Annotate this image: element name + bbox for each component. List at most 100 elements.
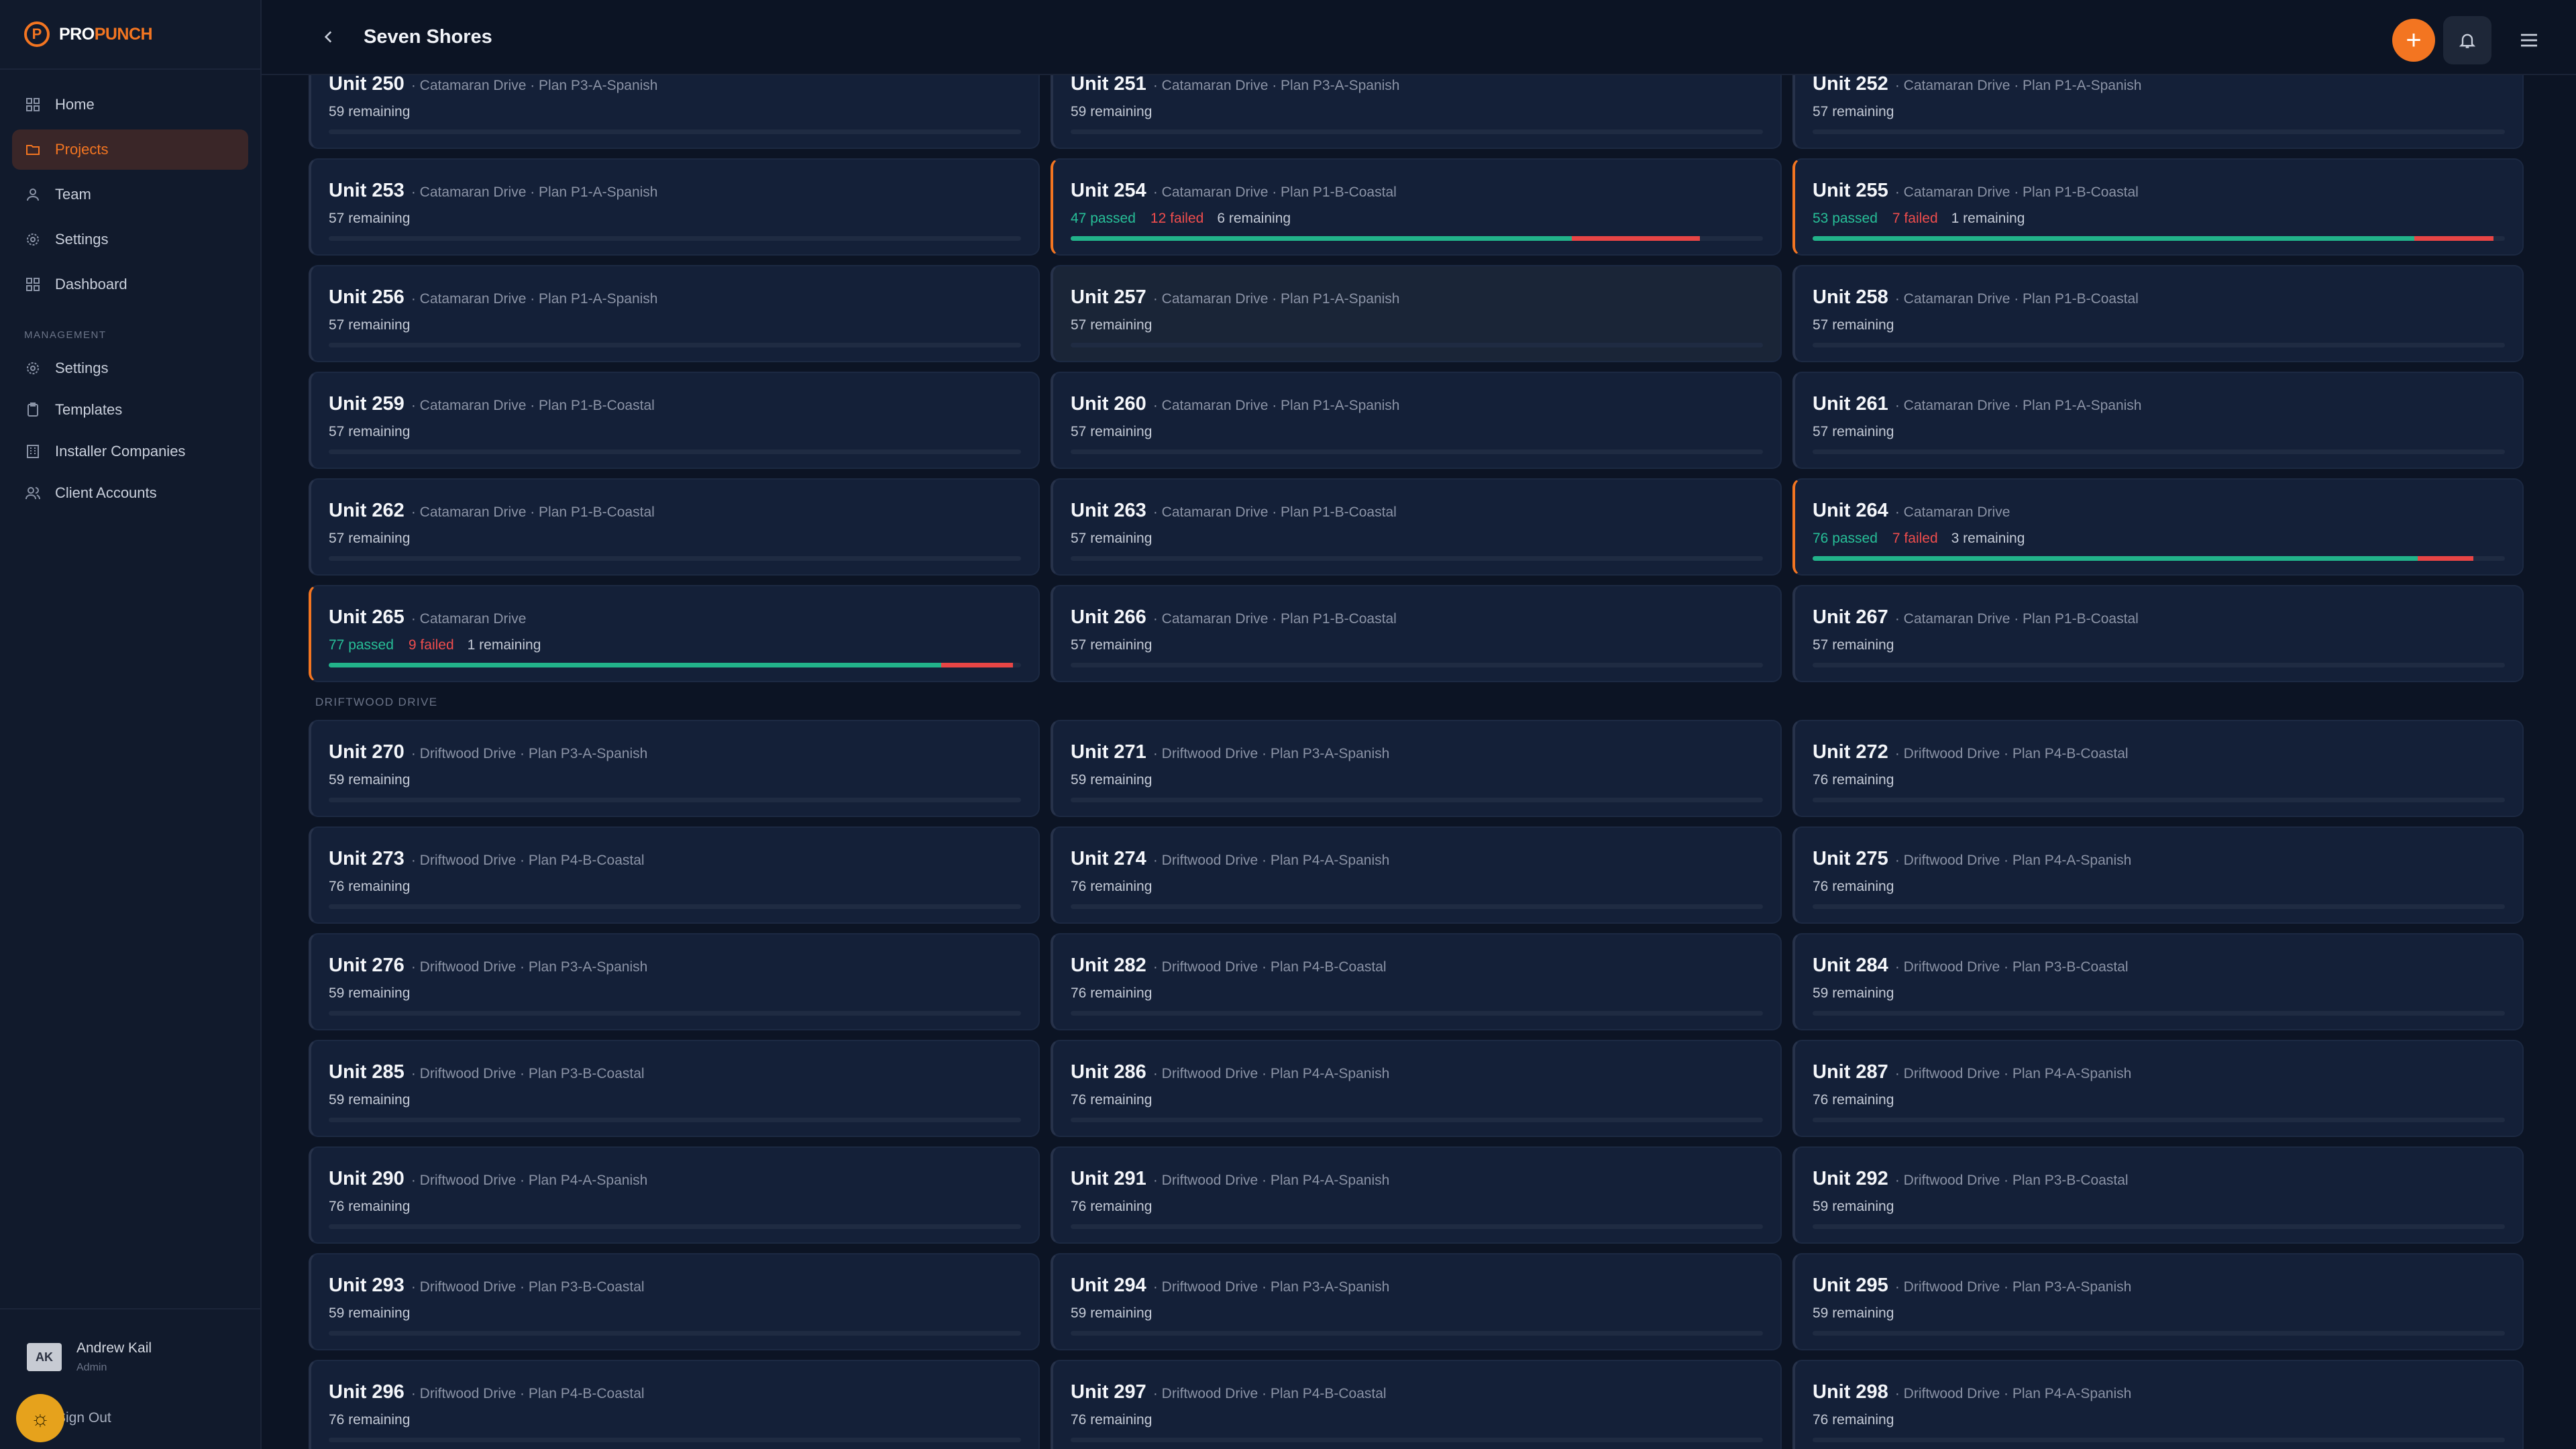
unit-card[interactable]: Unit 298 · Driftwood Drive · Plan P4-A-Sp… [1792,1360,2524,1449]
unit-header: Unit 260 · Catamaran Drive · Plan P1-A-Sp… [1071,393,1399,415]
remaining-count: 76 remaining [329,879,411,894]
unit-header: Unit 293 · Driftwood Drive · Plan P3-B-Co… [329,1275,645,1297]
unit-header: Unit 296 · Driftwood Drive · Plan P4-B-Co… [329,1381,645,1403]
sidebar-item-projects[interactable]: Projects [12,129,248,170]
add-button[interactable]: + [2392,19,2435,62]
unit-card[interactable]: Unit 259 · Catamaran Drive · Plan P1-B-Co… [309,372,1040,469]
unit-card[interactable]: Unit 286 · Driftwood Drive · Plan P4-A-Sp… [1051,1040,1782,1137]
sidebar-item-templates[interactable]: Templates [12,392,248,428]
unit-meta: · Catamaran Drive · Plan P1-B-Coastal [1894,611,2139,627]
remaining-count: 76 remaining [1071,1092,1152,1108]
unit-stats: 57 remaining [1813,104,1894,120]
unit-header: Unit 271 · Driftwood Drive · Plan P3-A-Sp… [1071,741,1389,763]
unit-card[interactable]: Unit 287 · Driftwood Drive · Plan P4-A-Sp… [1792,1040,2524,1137]
unit-name: Unit 293 [329,1275,405,1296]
unit-card[interactable]: Unit 293 · Driftwood Drive · Plan P3-B-Co… [309,1253,1040,1350]
progress-bar [1813,129,2505,134]
remaining-count: 76 remaining [1071,1199,1152,1214]
unit-card[interactable]: Unit 253 · Catamaran Drive · Plan P1-A-Sp… [309,158,1040,256]
passed-count: 77 passed [329,637,394,653]
back-chevron-icon[interactable] [315,23,342,50]
unit-card[interactable]: Unit 270 · Driftwood Drive · Plan P3-A-Sp… [309,720,1040,817]
top-actions: + [2392,16,2542,64]
unit-card[interactable]: Unit 263 · Catamaran Drive · Plan P1-B-Co… [1051,478,1782,576]
theme-toggle-sun-icon[interactable]: ☼ [16,1394,64,1442]
unit-stats: 76 remaining [1813,1412,1894,1428]
unit-card[interactable]: Unit 254 · Catamaran Drive · Plan P1-B-Co… [1051,158,1782,256]
sidebar-item-label: Client Accounts [55,484,157,501]
unit-header: Unit 263 · Catamaran Drive · Plan P1-B-Co… [1071,500,1397,522]
remaining-count: 59 remaining [1813,1305,1894,1321]
sidebar-item-label: Templates [55,401,123,418]
sidebar-item-label: Dashboard [55,276,127,292]
unit-card[interactable]: Unit 275 · Driftwood Drive · Plan P4-A-Sp… [1792,826,2524,924]
unit-header: Unit 276 · Driftwood Drive · Plan P3-A-Sp… [329,955,647,977]
sidebar-item-settings[interactable]: Settings [12,219,248,260]
sign-out-link[interactable]: Sign Out [56,1410,111,1426]
unit-name: Unit 262 [329,500,405,521]
unit-card[interactable]: Unit 273 · Driftwood Drive · Plan P4-B-Co… [309,826,1040,924]
notifications-bell-icon[interactable] [2443,16,2491,64]
unit-card[interactable]: Unit 265 · Catamaran Drive 77 passed 9 fail… [309,585,1040,682]
logo[interactable]: P PROPUNCH [0,0,260,70]
progress-bar [1071,129,1763,134]
unit-meta: · Catamaran Drive · Plan P3-A-Spanish [1152,78,1400,93]
remaining-count: 59 remaining [1813,985,1894,1001]
unit-header: Unit 266 · Catamaran Drive · Plan P1-B-Co… [1071,606,1397,629]
unit-header: Unit 254 · Catamaran Drive · Plan P1-B-Co… [1071,180,1397,202]
remaining-count: 1 remaining [1951,211,2025,226]
unit-stats: 59 remaining [1813,1199,1894,1215]
unit-meta: · Driftwood Drive · Plan P3-A-Spanish [1152,1279,1390,1295]
sidebar-item-home[interactable]: Home [12,85,248,125]
unit-card[interactable]: Unit 258 · Catamaran Drive · Plan P1-B-Co… [1792,265,2524,362]
sidebar-item-installer-companies[interactable]: Installer Companies [12,433,248,470]
unit-card[interactable]: Unit 297 · Driftwood Drive · Plan P4-B-Co… [1051,1360,1782,1449]
unit-card[interactable]: Unit 294 · Driftwood Drive · Plan P3-A-Sp… [1051,1253,1782,1350]
unit-header: Unit 265 · Catamaran Drive [329,606,526,629]
unit-card[interactable]: Unit 266 · Catamaran Drive · Plan P1-B-Co… [1051,585,1782,682]
unit-card[interactable]: Unit 262 · Catamaran Drive · Plan P1-B-Co… [309,478,1040,576]
unit-card[interactable]: Unit 271 · Driftwood Drive · Plan P3-A-Sp… [1051,720,1782,817]
unit-card[interactable]: Unit 276 · Driftwood Drive · Plan P3-A-Sp… [309,933,1040,1030]
unit-card[interactable]: Unit 255 · Catamaran Drive · Plan P1-B-Co… [1792,158,2524,256]
hamburger-menu-icon[interactable] [2516,27,2542,54]
unit-card[interactable]: Unit 290 · Driftwood Drive · Plan P4-A-Sp… [309,1146,1040,1244]
unit-card[interactable]: Unit 264 · Catamaran Drive 76 passed 7 fail… [1792,478,2524,576]
unit-name: Unit 276 [329,955,405,976]
unit-card[interactable]: Unit 250 · Catamaran Drive · Plan P3-A-Sp… [309,75,1040,149]
unit-meta: · Catamaran Drive · Plan P1-B-Coastal [1894,184,2139,200]
unit-name: Unit 255 [1813,180,1888,201]
sidebar-item-dashboard[interactable]: Dashboard [12,264,248,305]
unit-card[interactable]: Unit 296 · Driftwood Drive · Plan P4-B-Co… [309,1360,1040,1449]
unit-card[interactable]: Unit 274 · Driftwood Drive · Plan P4-A-Sp… [1051,826,1782,924]
unit-card[interactable]: Unit 292 · Driftwood Drive · Plan P3-B-Co… [1792,1146,2524,1244]
unit-card[interactable]: Unit 284 · Driftwood Drive · Plan P3-B-Co… [1792,933,2524,1030]
remaining-count: 59 remaining [1071,104,1152,119]
avatar[interactable]: AK [27,1343,62,1371]
unit-header: Unit 286 · Driftwood Drive · Plan P4-A-Sp… [1071,1061,1389,1083]
unit-card[interactable]: Unit 291 · Driftwood Drive · Plan P4-A-Sp… [1051,1146,1782,1244]
unit-card[interactable]: Unit 267 · Catamaran Drive · Plan P1-B-Co… [1792,585,2524,682]
unit-stats: 57 remaining [329,317,410,333]
unit-card[interactable]: Unit 295 · Driftwood Drive · Plan P3-A-Sp… [1792,1253,2524,1350]
unit-card[interactable]: Unit 272 · Driftwood Drive · Plan P4-B-Co… [1792,720,2524,817]
sidebar-item-label: Installer Companies [55,443,186,460]
unit-card[interactable]: Unit 282 · Driftwood Drive · Plan P4-B-Co… [1051,933,1782,1030]
sidebar-item-client-accounts[interactable]: Client Accounts [12,475,248,511]
unit-card[interactable]: Unit 257 · Catamaran Drive · Plan P1-A-Sp… [1051,265,1782,362]
unit-card[interactable]: Unit 252 · Catamaran Drive · Plan P1-A-Sp… [1792,75,2524,149]
unit-meta: · Catamaran Drive · Plan P1-A-Spanish [1152,398,1400,413]
unit-card[interactable]: Unit 256 · Catamaran Drive · Plan P1-A-Sp… [309,265,1040,362]
unit-card[interactable]: Unit 260 · Catamaran Drive · Plan P1-A-Sp… [1051,372,1782,469]
unit-card[interactable]: Unit 251 · Catamaran Drive · Plan P3-A-Sp… [1051,75,1782,149]
unit-card[interactable]: Unit 285 · Driftwood Drive · Plan P3-B-Co… [309,1040,1040,1137]
units-list[interactable]: Unit 250 · Catamaran Drive · Plan P3-A-Sp… [309,75,2529,1449]
remaining-count: 57 remaining [329,317,411,333]
unit-meta: · Driftwood Drive · Plan P4-B-Coastal [1894,746,2129,761]
progress-bar [329,663,1021,667]
unit-card[interactable]: Unit 261 · Catamaran Drive · Plan P1-A-Sp… [1792,372,2524,469]
sidebar-item-team[interactable]: Team [12,174,248,215]
unit-stats: 57 remaining [1071,317,1152,333]
progress-bar [329,1331,1021,1336]
sidebar-item-mgmt-settings[interactable]: Settings [12,350,248,386]
